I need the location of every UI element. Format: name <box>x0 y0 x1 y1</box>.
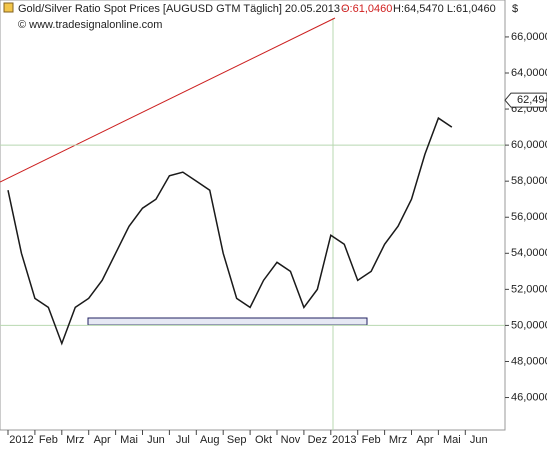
x-tick-label: Mrz <box>66 434 84 446</box>
x-tick-label: Jun <box>147 434 165 446</box>
x-tick-label: Aug <box>200 434 220 446</box>
y-tick-label: 52,0000 <box>511 283 547 295</box>
y-tick-label: 50,0000 <box>511 319 547 331</box>
x-tick-label: Feb <box>39 434 58 446</box>
y-tick-label: 54,0000 <box>511 247 547 259</box>
x-tick-label: Jun <box>470 434 488 446</box>
plot-area <box>0 0 506 431</box>
title: Gold/Silver Ratio Spot Prices [AUGUSD GT… <box>18 3 347 15</box>
y-tick-label: 60,0000 <box>511 139 547 151</box>
trend-line <box>0 17 336 183</box>
x-tick-label: Mrz <box>389 434 407 446</box>
support-zone <box>87 317 368 326</box>
x-tick-label: Okt <box>255 434 272 446</box>
y-tick-label: 46,0000 <box>511 391 547 403</box>
x-tick-label: Feb <box>362 434 381 446</box>
x-tick-label: Dez <box>308 434 328 446</box>
x-tick-label: Apr <box>416 434 433 446</box>
x-tick-label: 2012 <box>9 434 33 446</box>
high-low-label: H:64,5470 L:61,0460 <box>393 3 496 15</box>
x-tick-label: Mai <box>120 434 138 446</box>
x-tick-label: Sep <box>227 434 247 446</box>
x-tick-label: Mai <box>443 434 461 446</box>
price-line <box>7 116 453 346</box>
open-label: O:61,0460 <box>341 3 392 15</box>
last-value-label: 62,494 <box>517 94 547 106</box>
last-value-box <box>504 92 547 108</box>
y-tick-label: 58,0000 <box>511 175 547 187</box>
x-tick-label: Nov <box>281 434 301 446</box>
watermark: © www.tradesignalonline.com <box>18 19 162 31</box>
y-tick-label: 64,0000 <box>511 67 547 79</box>
icon <box>3 2 14 13</box>
y-tick-label: 66,0000 <box>511 31 547 43</box>
x-tick-label: 2013 <box>332 434 356 446</box>
x-tick-label: Jul <box>176 434 190 446</box>
y-tick-label: 56,0000 <box>511 211 547 223</box>
currency: $ <box>512 3 518 15</box>
x-tick-label: Apr <box>94 434 111 446</box>
y-tick-label: 48,0000 <box>511 355 547 367</box>
